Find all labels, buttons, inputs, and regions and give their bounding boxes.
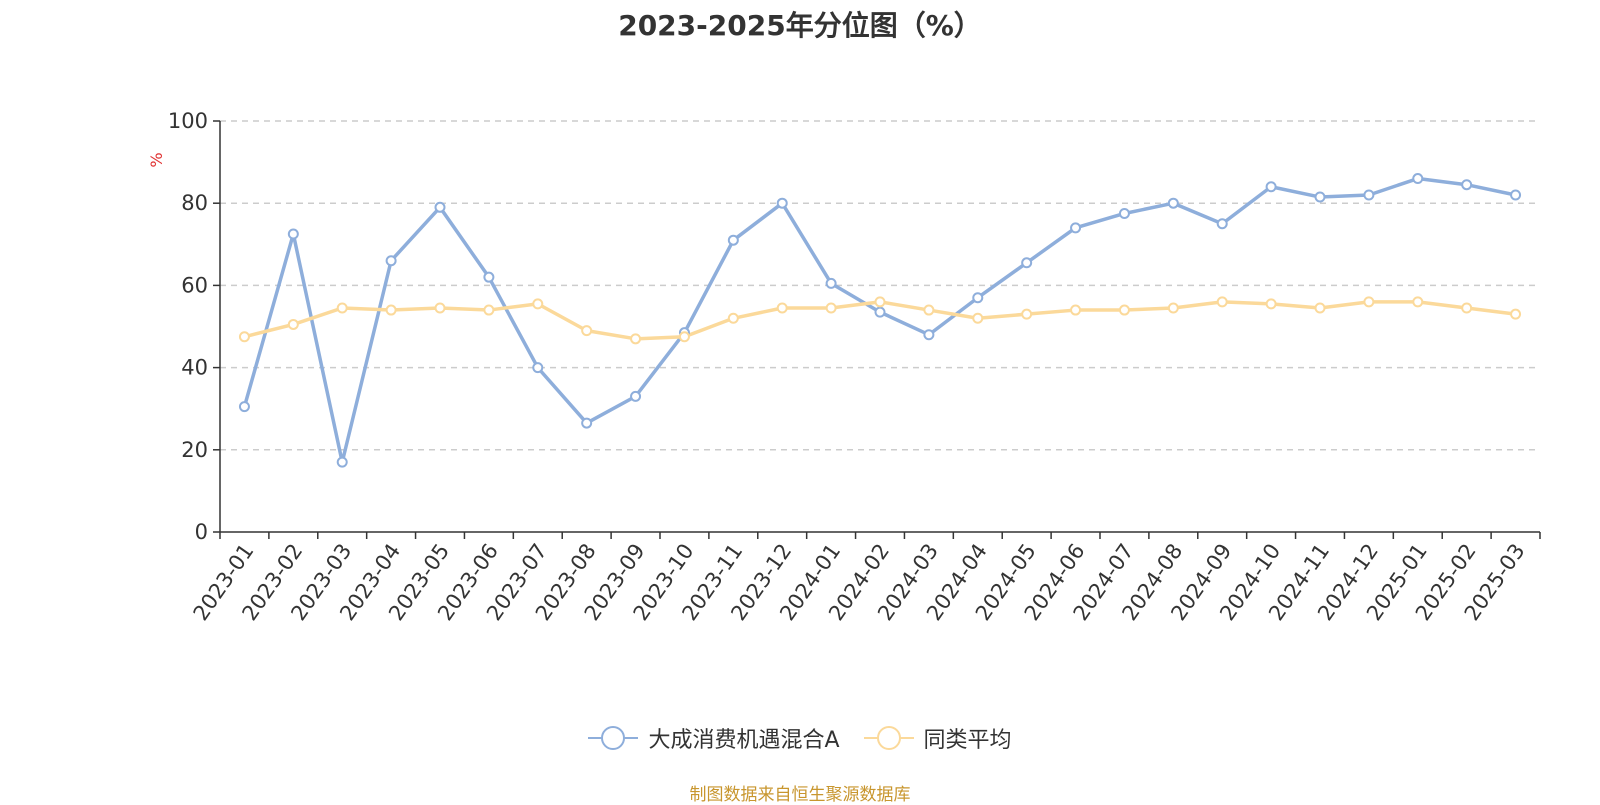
data-point-series-0[interactable] — [238, 401, 250, 413]
data-point-series-1[interactable] — [972, 312, 984, 324]
data-point-series-0[interactable] — [287, 228, 299, 240]
data-point-series-0[interactable] — [1412, 173, 1424, 185]
y-axis-label: % — [147, 152, 166, 167]
data-point-series-1[interactable] — [336, 302, 348, 314]
data-point-series-1[interactable] — [287, 318, 299, 330]
data-point-series-1[interactable] — [483, 304, 495, 316]
data-point-series-0[interactable] — [874, 306, 886, 318]
data-point-series-1[interactable] — [1167, 302, 1179, 314]
data-point-series-1[interactable] — [532, 298, 544, 310]
data-point-series-0[interactable] — [1216, 218, 1228, 230]
data-point-series-0[interactable] — [1167, 197, 1179, 209]
legend-label-peer-average: 同类平均 — [923, 728, 1012, 753]
data-point-series-1[interactable] — [581, 325, 593, 337]
data-point-series-1[interactable] — [1510, 308, 1522, 320]
data-point-series-0[interactable] — [1461, 179, 1473, 191]
data-point-series-0[interactable] — [483, 271, 495, 283]
data-point-series-1[interactable] — [825, 302, 837, 314]
data-point-series-1[interactable] — [1412, 296, 1424, 308]
data-point-series-1[interactable] — [1314, 302, 1326, 314]
data-point-series-1[interactable] — [678, 331, 690, 343]
y-tick-label: 40 — [181, 356, 208, 380]
data-point-series-0[interactable] — [1118, 207, 1130, 219]
y-tick-label: 20 — [181, 438, 208, 462]
data-point-series-0[interactable] — [630, 390, 642, 402]
legend-label-fund: 大成消费机遇混合A — [648, 728, 840, 753]
data-point-series-0[interactable] — [923, 329, 935, 341]
data-point-series-1[interactable] — [434, 302, 446, 314]
data-point-series-1[interactable] — [923, 304, 935, 316]
series-line-0 — [242, 176, 1516, 464]
y-tick-label: 80 — [181, 191, 208, 215]
data-point-series-1[interactable] — [1216, 296, 1228, 308]
legend: 大成消费机遇混合A 同类平均 — [0, 722, 1600, 754]
legend-circle-icon — [588, 724, 639, 752]
data-point-series-0[interactable] — [434, 201, 446, 213]
data-point-series-1[interactable] — [1265, 298, 1277, 310]
data-point-series-0[interactable] — [1363, 189, 1375, 201]
series-lines — [238, 173, 1522, 468]
data-point-series-0[interactable] — [336, 456, 348, 468]
data-point-series-0[interactable] — [385, 255, 397, 267]
y-tick-label: 100 — [168, 109, 208, 133]
data-point-series-0[interactable] — [1021, 257, 1033, 269]
data-point-series-1[interactable] — [1021, 308, 1033, 320]
data-point-series-1[interactable] — [874, 296, 886, 308]
data-point-series-0[interactable] — [727, 234, 739, 246]
data-point-series-0[interactable] — [581, 417, 593, 429]
data-point-series-1[interactable] — [776, 302, 788, 314]
legend-circle-icon — [863, 724, 914, 752]
legend-item-peer-average[interactable]: 同类平均 — [863, 722, 1012, 754]
data-point-series-1[interactable] — [1070, 304, 1082, 316]
data-point-series-0[interactable] — [1070, 222, 1082, 234]
data-point-series-0[interactable] — [1510, 189, 1522, 201]
legend-item-fund[interactable]: 大成消费机遇混合A — [588, 722, 840, 754]
grid-lines — [220, 120, 1540, 451]
data-point-series-0[interactable] — [1265, 181, 1277, 193]
y-tick-label: 0 — [195, 520, 208, 544]
chart-title: 2023-2025年分位图（%） — [618, 9, 982, 42]
data-point-series-1[interactable] — [1363, 296, 1375, 308]
source-note: 制图数据来自恒生聚源数据库 — [689, 785, 911, 805]
data-point-series-0[interactable] — [532, 362, 544, 374]
y-tick-label: 60 — [181, 273, 208, 297]
data-point-series-1[interactable] — [1461, 302, 1473, 314]
data-point-series-0[interactable] — [776, 197, 788, 209]
data-point-series-1[interactable] — [385, 304, 397, 316]
data-point-series-0[interactable] — [972, 292, 984, 304]
data-point-series-1[interactable] — [1118, 304, 1130, 316]
data-point-series-0[interactable] — [825, 277, 837, 289]
data-point-series-1[interactable] — [238, 331, 250, 343]
data-point-series-1[interactable] — [727, 312, 739, 324]
data-point-series-1[interactable] — [630, 333, 642, 345]
data-point-series-0[interactable] — [1314, 191, 1326, 203]
